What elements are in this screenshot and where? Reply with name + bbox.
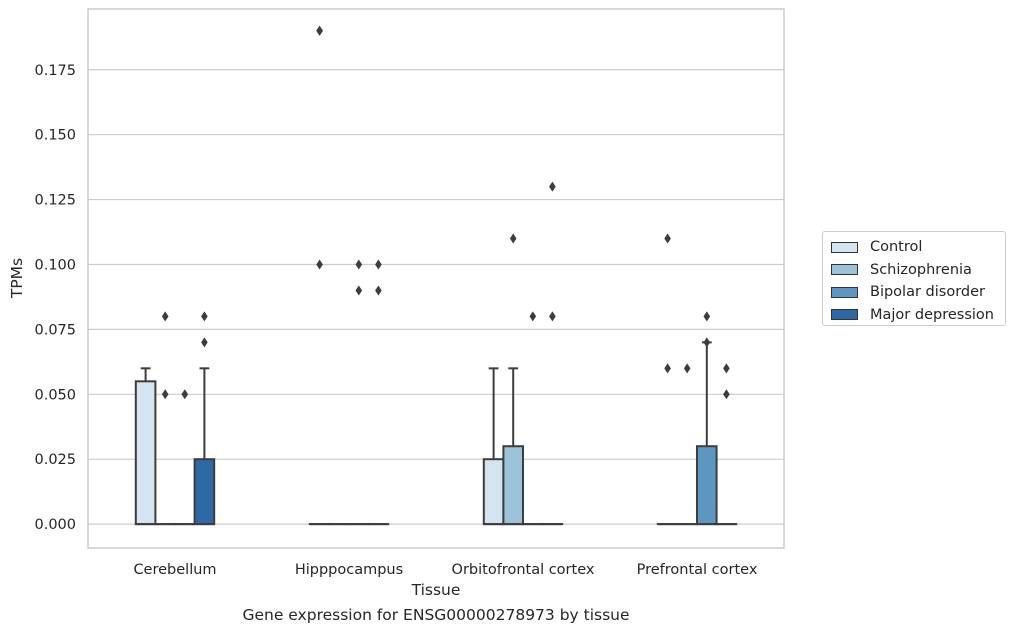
legend-swatch: [831, 264, 858, 276]
y-tick-label: 0.100: [34, 257, 76, 273]
outlier-point: [355, 285, 363, 296]
legend-label: Major depression: [870, 306, 994, 323]
legend-label: Schizophrenia: [870, 261, 972, 278]
box: [656, 233, 679, 526]
outlier-point: [723, 389, 730, 400]
legend-swatch: [831, 241, 858, 253]
y-tick-label: 0.175: [34, 63, 76, 79]
legend: Control Schizophrenia Bipolar disorder Majo…: [822, 231, 1006, 326]
outlier-point: [703, 337, 711, 348]
legend-item: Bipolar disorder: [831, 281, 1005, 304]
y-tick-label: 0.025: [34, 452, 76, 468]
x-tick-label: Cerebellum: [133, 562, 216, 578]
box-body: [502, 445, 524, 526]
chart-caption: Gene expression for ENSG00000278973 by t…: [242, 606, 630, 624]
box-body: [696, 445, 718, 526]
outlier-point: [316, 259, 323, 270]
outlier-point: [375, 285, 382, 296]
outlier-point: [664, 363, 671, 374]
x-tick-label: Hipppocampus: [295, 562, 403, 578]
boxes: [134, 25, 738, 526]
outlier-point: [529, 311, 537, 322]
outlier-point: [161, 311, 169, 322]
outlier-point: [201, 337, 208, 348]
outlier-point: [723, 363, 730, 374]
y-tick-label: 0.125: [34, 193, 76, 209]
box-body: [482, 458, 505, 526]
y-tick-label: 0.150: [34, 128, 76, 144]
legend-label: Control: [870, 239, 923, 256]
box: [134, 367, 157, 526]
outlier-point: [509, 233, 517, 244]
x-axis-label: Tissue: [411, 581, 461, 599]
box: [502, 233, 524, 526]
legend-label: Bipolar disorder: [870, 284, 985, 301]
legend-item: Control: [831, 236, 1005, 259]
legend-swatch: [831, 309, 858, 321]
outlier-point: [664, 233, 671, 244]
outlier-point: [549, 311, 556, 322]
y-axis-label: TPMs: [8, 258, 26, 299]
y-tick-labels: 0.000 0.025 0.050 0.075 0.100 0.125 0.150 0.175: [34, 63, 76, 533]
outlier-point: [703, 311, 711, 322]
box-body: [134, 380, 157, 526]
box: [715, 363, 738, 526]
legend-swatch: [831, 286, 858, 298]
outlier-point: [355, 259, 363, 270]
outlier-point: [201, 311, 208, 322]
legend-item: Major depression: [831, 304, 1005, 327]
x-tick-labels: Cerebellum Hipppocampus Orbitofrontal cort…: [133, 562, 757, 578]
y-tick-label: 0.050: [34, 387, 76, 403]
x-tick-label: Orbitofrontal cortex: [452, 562, 595, 578]
outlier-point: [316, 25, 323, 36]
y-tick-label: 0.075: [34, 322, 76, 338]
outlier-point: [181, 389, 189, 400]
box: [193, 311, 216, 526]
box: [541, 181, 564, 526]
x-tick-label: Prefrontal cortex: [637, 562, 758, 578]
outlier-point: [549, 181, 556, 192]
outlier-point: [375, 259, 382, 270]
legend-item: Schizophrenia: [831, 259, 1005, 282]
plot-area: [87, 8, 785, 549]
outlier-point: [161, 389, 169, 400]
box: [367, 259, 390, 526]
y-tick-label: 0.000: [34, 517, 76, 533]
box-body: [193, 458, 216, 526]
outlier-point: [683, 363, 691, 374]
